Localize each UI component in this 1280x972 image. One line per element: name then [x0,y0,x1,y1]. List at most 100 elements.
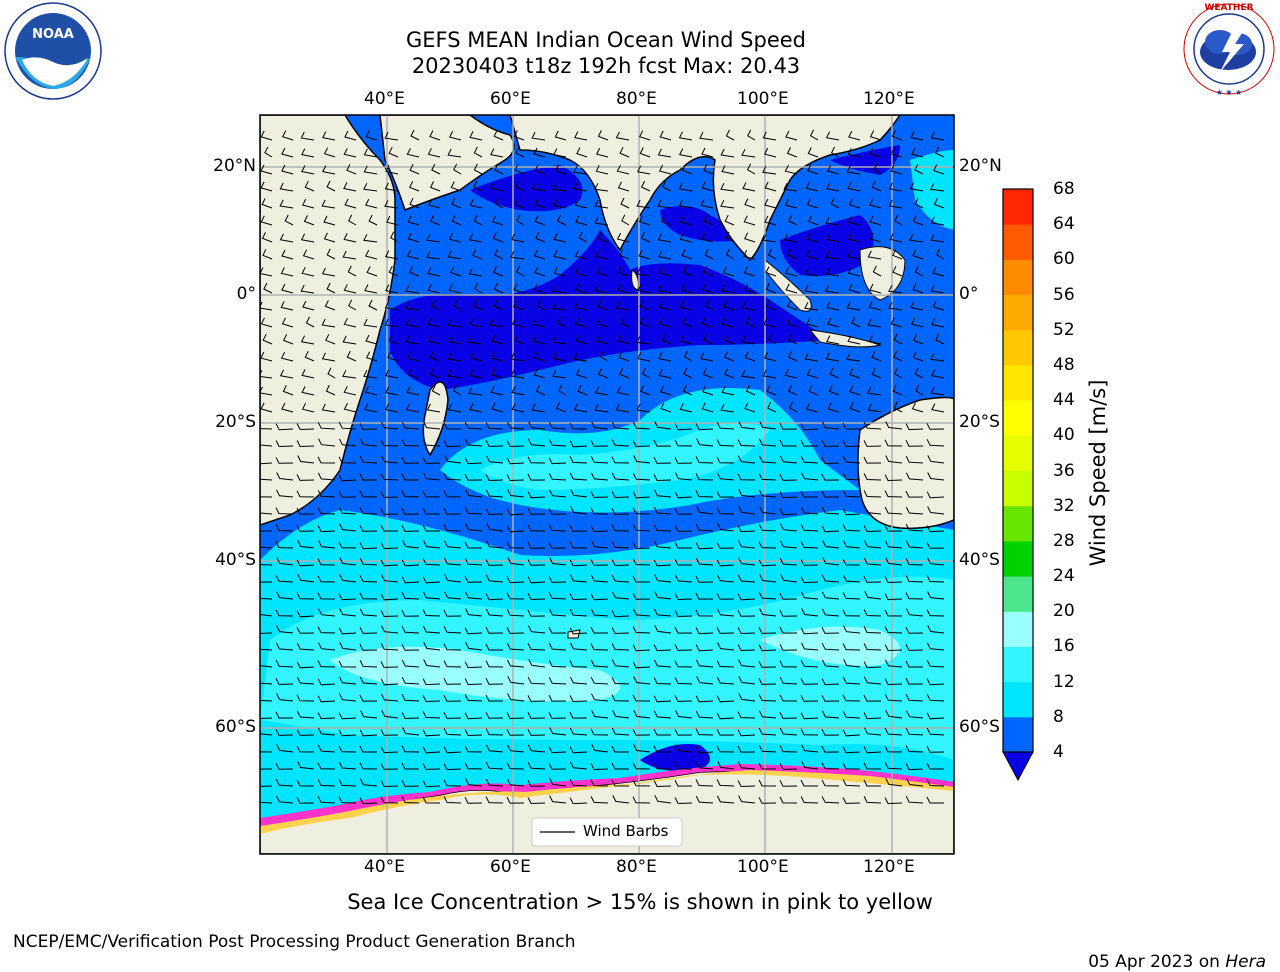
wind-barb [616,164,630,175]
wind-barb [409,197,420,209]
wind-barb [407,215,420,226]
wind-barb [279,199,294,209]
wind-barb [788,384,798,396]
wind-barb [846,301,861,311]
wind-barb [738,421,756,430]
wind-barb [427,334,441,345]
wind-barb [490,386,504,396]
wind-barb [276,693,294,702]
colorbar-block [1003,470,1033,507]
wind-barb [366,266,378,277]
wind-barb [569,559,588,567]
footer-date-text: 05 Apr 2023 on [1088,952,1226,972]
wind-barb [842,694,861,702]
wind-barb [788,214,798,226]
wind-barb [867,318,882,328]
wind-barb [779,557,798,566]
wind-barb [914,197,924,209]
wind-barb [485,574,504,583]
wind-barb [821,473,840,481]
wind-barb [443,524,462,532]
wind-barb [905,455,924,464]
wind-barb [827,402,840,413]
wind-barb [747,129,756,141]
wind-barb [842,746,861,754]
wind-barb [801,761,819,770]
wind-barb [680,283,693,294]
wind-barb [800,541,819,549]
wind-barb [863,779,881,787]
wind-barb [468,267,483,277]
wind-barb [674,695,693,702]
wind-barb [448,284,462,294]
wind-barb [321,403,336,413]
wind-barb [912,215,924,226]
lon-tick-bottom: 40°E [364,857,405,877]
wind-barb [317,626,336,634]
wind-barbs [260,129,945,805]
wind-barb [338,593,357,601]
wind-barb [443,643,462,651]
wind-barb [443,712,462,719]
wind-barb [410,129,420,141]
wind-barb [301,165,315,175]
wind-barb [701,385,714,396]
wind-barb [905,472,924,481]
lat-tick-left: 20°S [215,412,256,432]
wind-barb [465,523,483,532]
wind-barb [322,131,336,141]
nws-logo: WEATHER ★ ★ ★ [1183,3,1275,97]
wind-barb [674,677,693,685]
wind-barb [296,474,315,481]
wind-barb [762,131,777,141]
wind-barb [401,694,420,702]
wind-barb [805,249,819,260]
wind-barb [380,473,399,481]
wind-barb [427,148,441,158]
wind-barb [342,335,357,345]
wind-barb [510,352,525,362]
wind-barb [464,796,483,804]
wind-barb [405,318,420,328]
colorbar-tick: 56 [1053,284,1075,305]
wind-barb [365,130,378,141]
wind-barb [909,233,924,243]
wind-barb [639,300,651,311]
wind-barb [745,316,756,328]
wind-barb [464,745,483,753]
wind-barb [527,729,546,736]
lat-tick-right: 20°S [959,412,1000,432]
wind-barb [365,198,378,209]
wind-barb [716,779,735,787]
wind-barb [640,180,651,192]
wind-barb [317,472,336,481]
wind-barb [821,525,840,533]
wind-barb [725,129,735,141]
wind-barb [574,301,588,311]
wind-barb [302,300,315,311]
land-australia [857,396,954,530]
wind-barb [785,130,798,141]
wind-barb [933,164,945,175]
svg-text:★ ★ ★: ★ ★ ★ [1216,88,1243,97]
wind-barb [758,455,777,464]
wind-barb [423,659,441,668]
wind-barb [909,182,924,192]
wind-barb [380,593,399,601]
wind-barb [765,283,777,294]
wind-barb [800,796,819,804]
wind-barb [464,729,483,737]
lon-tick-bottom: 120°E [863,857,915,877]
wind-barb [721,318,735,328]
wind-barb [821,421,840,430]
wind-barb [578,231,588,243]
wind-barb [863,676,882,685]
sea-ice-yellow [260,770,954,834]
wind-barb [619,146,630,158]
wind-barb [318,438,336,447]
wind-barb [758,796,777,804]
wind-barb [721,165,735,175]
wind-barb [800,455,819,464]
wind-barb [339,642,357,651]
wind-barb [338,627,357,635]
